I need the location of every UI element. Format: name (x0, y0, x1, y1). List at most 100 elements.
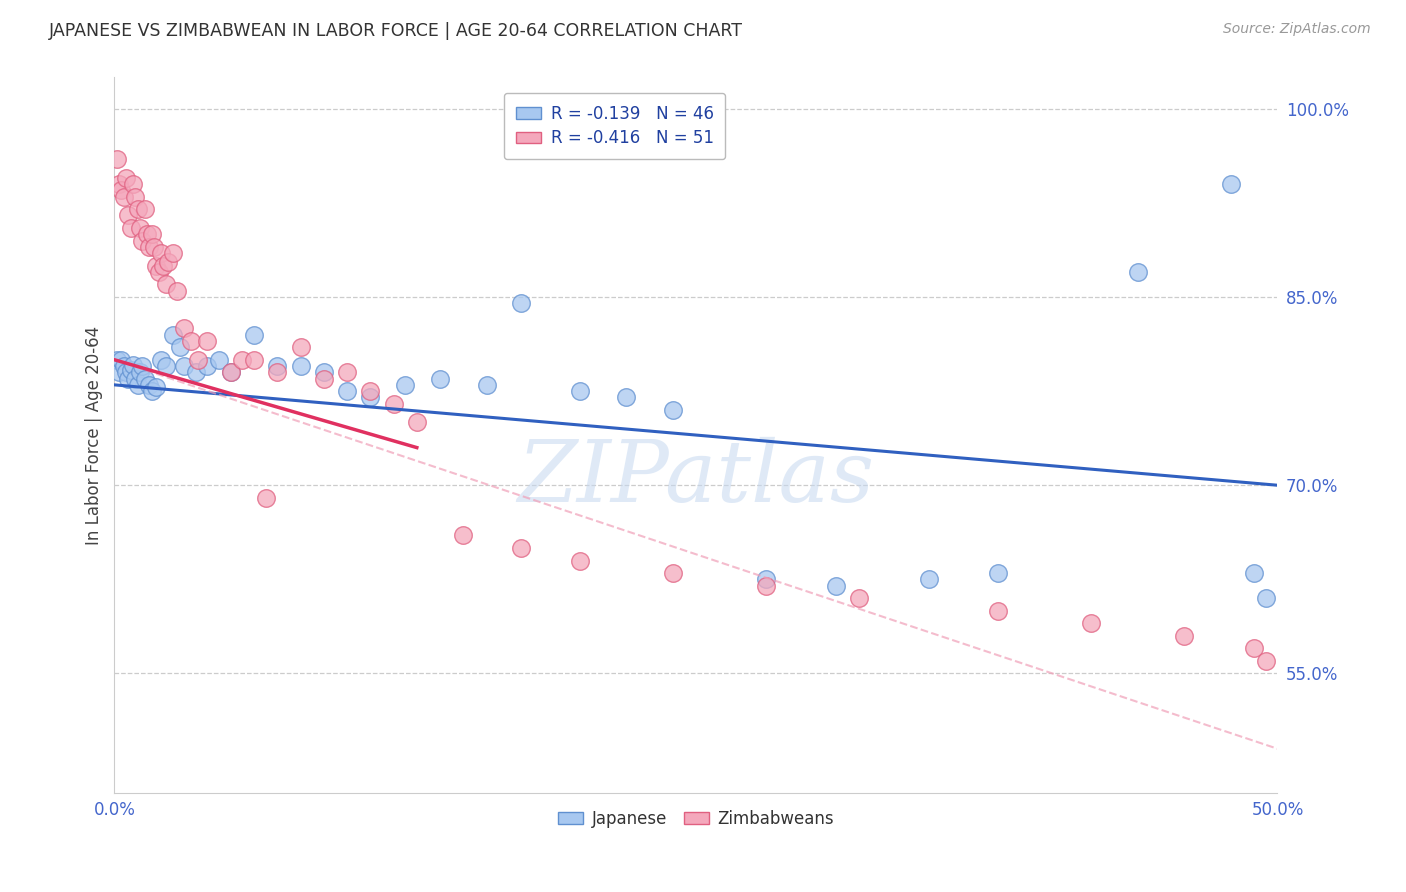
Point (141, 227, 163, 242)
Point (149, 352, 172, 367)
Point (254, 491, 277, 505)
Point (148, 265, 170, 279)
Point (336, 384, 359, 398)
Point (1173, 629, 1195, 643)
Point (848, 591, 870, 606)
Y-axis label: In Labor Force | Age 20-64: In Labor Force | Age 20-64 (86, 326, 103, 545)
Point (824, 579, 846, 593)
Point (134, 371, 156, 385)
Point (987, 566, 1010, 580)
Point (1243, 566, 1265, 580)
Point (117, 371, 139, 385)
Point (1243, 641, 1265, 656)
Point (394, 377, 416, 392)
Point (155, 277, 177, 292)
Point (131, 234, 153, 248)
Point (1254, 654, 1277, 668)
Point (115, 170, 138, 185)
Point (173, 321, 195, 335)
Point (105, 152, 128, 166)
Point (115, 365, 138, 379)
Point (614, 391, 637, 405)
Point (266, 365, 288, 379)
Legend: Japanese, Zimbabweans: Japanese, Zimbabweans (551, 803, 841, 834)
Point (131, 359, 153, 373)
Point (359, 391, 381, 405)
Point (145, 259, 167, 273)
Point (1220, 177, 1243, 191)
Point (142, 240, 165, 254)
Point (219, 365, 242, 379)
Point (187, 352, 209, 367)
Point (510, 296, 533, 310)
Point (129, 365, 152, 379)
Point (510, 541, 533, 555)
Point (122, 177, 145, 191)
Point (112, 189, 135, 203)
Point (405, 416, 427, 430)
Point (290, 359, 312, 373)
Point (117, 209, 139, 223)
Point (755, 572, 778, 586)
Text: JAPANESE VS ZIMBABWEAN IN LABOR FORCE | AGE 20-64 CORRELATION CHART: JAPANESE VS ZIMBABWEAN IN LABOR FORCE | … (49, 22, 744, 40)
Point (661, 403, 683, 417)
Point (1080, 616, 1102, 631)
Point (1254, 591, 1277, 606)
Point (166, 284, 188, 298)
Point (184, 365, 207, 379)
Point (127, 202, 149, 217)
Point (138, 377, 160, 392)
Point (110, 352, 132, 367)
Point (110, 183, 132, 197)
Point (197, 334, 219, 348)
Point (755, 579, 778, 593)
Point (162, 246, 184, 260)
Point (568, 553, 591, 567)
Point (129, 221, 152, 235)
Point (290, 340, 312, 354)
Point (138, 240, 160, 254)
Point (108, 365, 131, 379)
Point (1126, 265, 1149, 279)
Point (359, 384, 381, 398)
Text: ZIPatlas: ZIPatlas (517, 436, 875, 519)
Point (243, 327, 266, 342)
Point (120, 221, 142, 235)
Point (197, 359, 219, 373)
Point (266, 359, 288, 373)
Point (112, 359, 135, 373)
Point (568, 384, 591, 398)
Point (105, 352, 128, 367)
Point (987, 604, 1010, 618)
Point (312, 365, 335, 379)
Point (120, 363, 142, 377)
Point (336, 365, 359, 379)
Point (208, 352, 231, 367)
Point (231, 352, 253, 367)
Point (149, 246, 172, 260)
Point (162, 327, 184, 342)
Point (156, 255, 179, 269)
Point (141, 384, 163, 398)
Point (152, 259, 174, 273)
Point (134, 202, 156, 217)
Point (122, 358, 145, 372)
Point (155, 359, 177, 373)
Point (661, 566, 683, 580)
Point (124, 189, 146, 203)
Point (219, 365, 242, 379)
Point (124, 371, 146, 385)
Point (145, 380, 167, 394)
Point (429, 371, 451, 385)
Point (475, 377, 498, 392)
Point (453, 528, 475, 542)
Point (917, 572, 939, 586)
Text: Source: ZipAtlas.com: Source: ZipAtlas.com (1223, 22, 1371, 37)
Point (382, 397, 405, 411)
Point (180, 334, 202, 348)
Point (243, 352, 266, 367)
Point (169, 340, 191, 354)
Point (127, 377, 149, 392)
Point (312, 371, 335, 385)
Point (173, 359, 195, 373)
